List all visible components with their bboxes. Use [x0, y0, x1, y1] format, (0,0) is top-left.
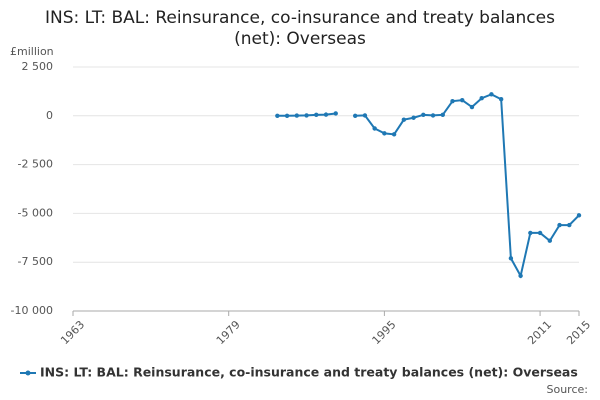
point	[275, 113, 280, 119]
y-tick-label: -5 000	[18, 206, 53, 219]
point	[333, 111, 338, 116]
line	[277, 93, 580, 279]
point	[450, 98, 455, 104]
point	[469, 104, 475, 110]
point	[284, 113, 290, 119]
point	[314, 112, 319, 118]
y-tick-label: -2 500	[18, 158, 53, 171]
point	[557, 222, 562, 228]
point	[382, 131, 387, 136]
point	[352, 113, 358, 119]
point	[528, 230, 533, 236]
chart-title: INS: LT: BAL: Reinsurance, co-insurance …	[45, 8, 555, 49]
source: Source:	[547, 383, 589, 396]
x-tick-label: 1995	[370, 318, 399, 347]
point	[576, 213, 582, 218]
point	[294, 113, 300, 118]
point	[479, 96, 484, 101]
point	[518, 273, 523, 279]
x-tick-label: 2015	[564, 318, 593, 347]
legend-marker	[25, 370, 31, 376]
y-tick-label: -10 000	[11, 304, 53, 317]
point	[401, 117, 407, 122]
point	[537, 230, 543, 236]
point	[508, 256, 514, 261]
y-tick-label: -7 500	[18, 255, 53, 268]
point	[489, 92, 494, 97]
point	[567, 222, 572, 228]
y-tick-label: 2 500	[22, 60, 54, 73]
x-tick-label: 1963	[58, 318, 87, 347]
x-tick-label: 2011	[525, 318, 554, 347]
y-tick-label: 0	[46, 109, 53, 122]
x-tick-label: 1979	[214, 318, 243, 347]
point	[362, 113, 368, 118]
legend-label: INS: LT: BAL: Reinsurance, co-insurance …	[40, 365, 578, 380]
point	[430, 113, 436, 118]
point	[460, 97, 465, 103]
point	[421, 112, 426, 118]
point	[391, 132, 397, 137]
point	[547, 238, 553, 243]
point	[372, 126, 377, 131]
point	[411, 115, 416, 120]
y-axis-label: £million	[10, 45, 54, 58]
point	[304, 113, 309, 118]
point	[498, 97, 504, 102]
point	[323, 112, 329, 117]
point	[440, 112, 445, 118]
